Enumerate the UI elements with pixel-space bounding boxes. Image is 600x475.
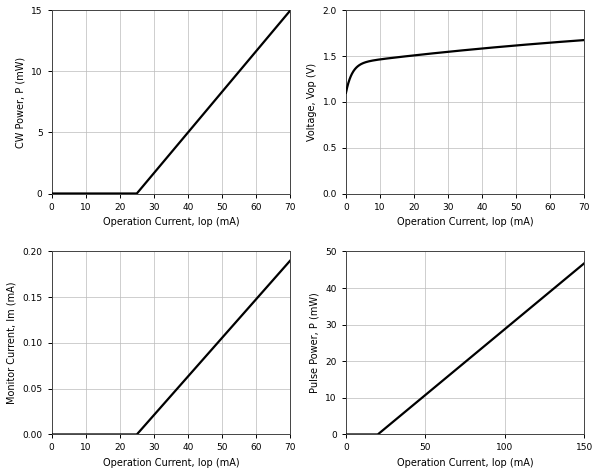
X-axis label: Operation Current, Iop (mA): Operation Current, Iop (mA) [397, 458, 533, 468]
Y-axis label: Monitor Current, Im (mA): Monitor Current, Im (mA) [7, 282, 17, 404]
X-axis label: Operation Current, Iop (mA): Operation Current, Iop (mA) [397, 217, 533, 227]
X-axis label: Operation Current, Iop (mA): Operation Current, Iop (mA) [103, 217, 239, 227]
X-axis label: Operation Current, Iop (mA): Operation Current, Iop (mA) [103, 458, 239, 468]
Y-axis label: CW Power, P (mW): CW Power, P (mW) [16, 57, 26, 148]
Y-axis label: Pulse Power, P (mW): Pulse Power, P (mW) [310, 293, 320, 393]
Y-axis label: Voltage, Vop (V): Voltage, Vop (V) [307, 63, 317, 141]
